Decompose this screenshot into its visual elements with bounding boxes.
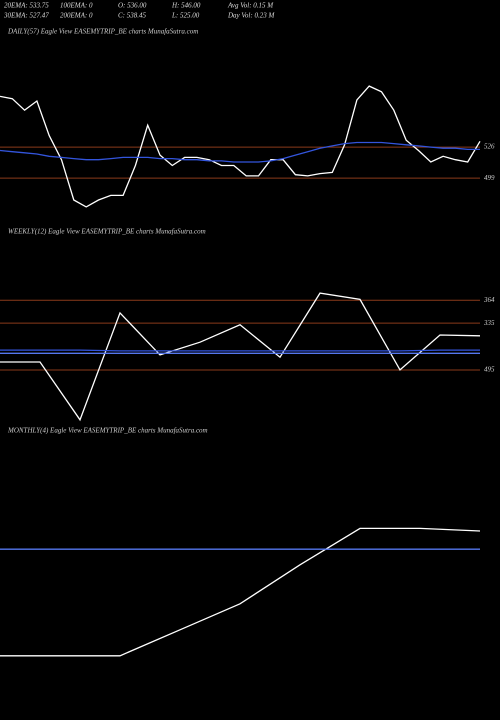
y-tick-label: 364: [483, 296, 495, 304]
header-stat: L: 525.00: [171, 12, 200, 20]
y-tick-label: 526: [484, 143, 495, 151]
header-stat: O: 536.00: [118, 2, 147, 10]
header-stat: Day Vol: 0.23 M: [227, 12, 275, 20]
header-stat: C: 538.45: [118, 12, 147, 20]
panel-title: DAILY(57) Eagle View EASEMYTRIP_BE chart…: [7, 28, 198, 36]
y-tick-label: 499: [484, 174, 495, 182]
header-stat: 200EMA: 0: [60, 12, 93, 20]
annotation: 495: [484, 366, 495, 374]
header-stat: Avg Vol: 0.15 M: [227, 2, 274, 10]
header-stat: 20EMA: 533.75: [4, 2, 49, 10]
header-stat: H: 546.00: [171, 2, 201, 10]
header-stat: 30EMA: 527.47: [3, 12, 49, 20]
header-stat: 100EMA: 0: [60, 2, 93, 10]
line-series: [0, 527, 481, 657]
line-series: [0, 85, 481, 208]
line-series: [0, 292, 481, 422]
y-tick-label: 335: [483, 319, 495, 327]
line-series: [0, 141, 480, 163]
panel-title: MONTHLY(4) Eagle View EASEMYTRIP_BE char…: [7, 427, 208, 435]
panel-title: WEEKLY(12) Eagle View EASEMYTRIP_BE char…: [8, 228, 206, 236]
line-series: [0, 349, 480, 352]
